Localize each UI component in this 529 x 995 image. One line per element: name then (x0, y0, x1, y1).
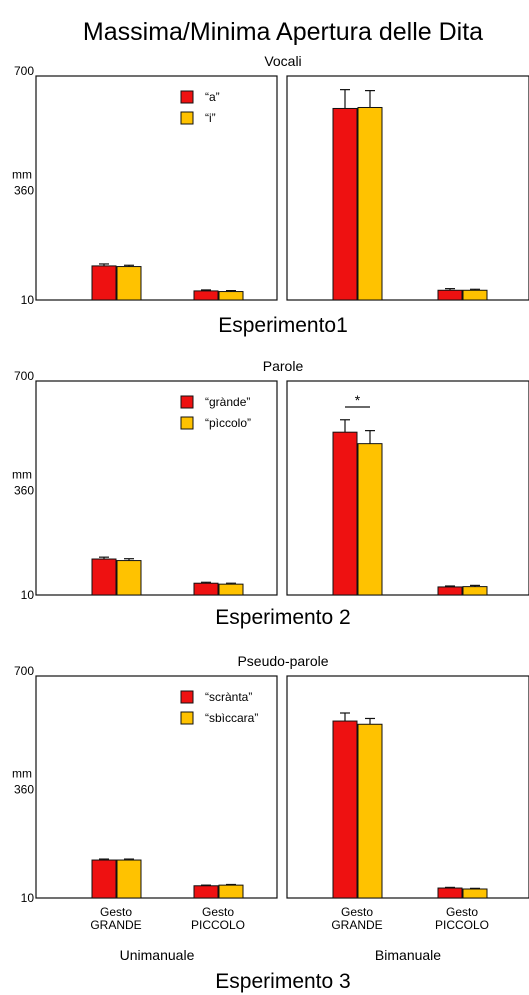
x-tick-label: GRANDE (90, 918, 141, 932)
bar (218, 884, 244, 899)
panel-frame-left (35, 380, 278, 596)
panel-title: Vocali (264, 53, 301, 69)
x-tick-label: GRANDE (331, 918, 382, 932)
legend-entry: “grànde” (205, 395, 250, 409)
bar (437, 887, 463, 899)
bar (437, 586, 463, 596)
bar (357, 106, 383, 301)
legend-swatch (180, 711, 194, 725)
panel-title: Parole (263, 358, 304, 374)
bar (218, 583, 244, 596)
y-axis-label: mm (12, 467, 32, 481)
legend-entry: “scrànta” (205, 690, 252, 704)
bar (193, 290, 219, 301)
x-tick-label: Gesto (202, 905, 234, 919)
bar (332, 107, 358, 301)
experiment-label: Esperimento 3 (215, 970, 350, 993)
x-tick-label: PICCOLO (435, 918, 489, 932)
bar (462, 289, 488, 301)
legend-swatch (180, 111, 194, 125)
bar (116, 859, 142, 899)
experiment-label: Esperimento 2 (215, 606, 350, 629)
bar (91, 859, 117, 899)
x-tick-label: Gesto (100, 905, 132, 919)
y-tick-label: 360 (14, 483, 34, 497)
bar (462, 586, 488, 596)
panel-frame-left (35, 75, 278, 301)
panel-frame-right (286, 675, 529, 899)
panel-frame-right (286, 75, 529, 301)
x-tick-label: Gesto (446, 905, 478, 919)
panel-frame-left (35, 675, 278, 899)
bar (116, 560, 142, 596)
panel-frame-right (286, 380, 529, 596)
y-axis-label: mm (12, 766, 32, 780)
bar (332, 720, 358, 899)
y-tick-label: 700 (14, 369, 34, 383)
bar (357, 723, 383, 899)
y-tick-label: 10 (21, 891, 35, 905)
bar (357, 443, 383, 596)
significance-marker: * (355, 392, 361, 408)
legend-swatch (180, 395, 194, 409)
legend-entry: “pìccolo” (205, 416, 251, 430)
legend-entry: “sbìccara” (205, 711, 258, 725)
y-tick-label: 10 (21, 588, 35, 602)
y-axis-label: mm (12, 167, 32, 181)
y-tick-label: 700 (14, 64, 34, 78)
panel-label-left: Unimanuale (120, 947, 195, 963)
x-tick-label: Gesto (341, 905, 373, 919)
y-tick-label: 700 (14, 664, 34, 678)
legend-swatch (180, 690, 194, 704)
legend-entry: “i” (205, 111, 216, 125)
bar (116, 266, 142, 301)
bar (193, 582, 219, 596)
bar (462, 888, 488, 899)
x-tick-label: PICCOLO (191, 918, 245, 932)
y-tick-label: 360 (14, 183, 34, 197)
figure-title: Massima/Minima Apertura delle Dita (83, 18, 483, 46)
bar (91, 558, 117, 596)
bar (332, 431, 358, 596)
y-tick-label: 360 (14, 782, 34, 796)
legend-swatch (180, 416, 194, 430)
legend-swatch (180, 90, 194, 104)
bar (91, 265, 117, 301)
y-tick-label: 10 (21, 293, 35, 307)
experiment-label: Esperimento1 (218, 314, 348, 337)
bar (437, 289, 463, 301)
panel-title: Pseudo-parole (237, 653, 328, 669)
bar (218, 291, 244, 301)
panel-label-right: Bimanuale (375, 947, 441, 963)
bar (193, 885, 219, 899)
legend-entry: “a” (205, 90, 220, 104)
